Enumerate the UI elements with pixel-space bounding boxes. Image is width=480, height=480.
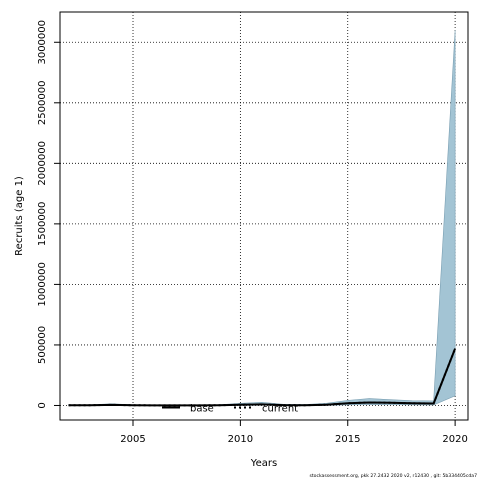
series-current-line xyxy=(68,348,457,407)
y-axis-label: Recruits (age 1) xyxy=(14,176,25,256)
confidence-band-area xyxy=(68,30,456,406)
confidence-band xyxy=(68,30,456,406)
x-tick-label: 2020 xyxy=(442,434,467,445)
x-tick-label: 2005 xyxy=(120,434,145,445)
x-axis: 2005 2010 2015 2020 xyxy=(120,420,468,445)
footer-credit: stockassessment.org, pkk 27.2432 2020 v2… xyxy=(309,473,477,479)
y-tick-label: 0 xyxy=(37,402,48,408)
x-tick-label: 2015 xyxy=(335,434,360,445)
legend-base-label: base xyxy=(190,404,214,415)
y-axis: 0 500000 1000000 1500000 2000000 2500000 30000… xyxy=(37,20,60,409)
series-lines xyxy=(68,348,457,407)
series-base-line xyxy=(68,348,457,407)
x-tick-label: 2010 xyxy=(228,434,253,445)
legend-current-label: current xyxy=(262,404,298,415)
y-tick-label: 1500000 xyxy=(37,202,48,247)
y-tick-label: 1000000 xyxy=(37,262,48,307)
y-tick-label: 500000 xyxy=(37,326,48,364)
y-tick-label: 3000000 xyxy=(37,20,48,65)
x-axis-label: Years xyxy=(250,458,277,469)
grid-lines xyxy=(60,12,468,420)
y-tick-label: 2500000 xyxy=(37,81,48,126)
legend: base current xyxy=(162,404,298,415)
y-tick-label: 2000000 xyxy=(37,141,48,186)
plot-frame xyxy=(59,11,469,421)
